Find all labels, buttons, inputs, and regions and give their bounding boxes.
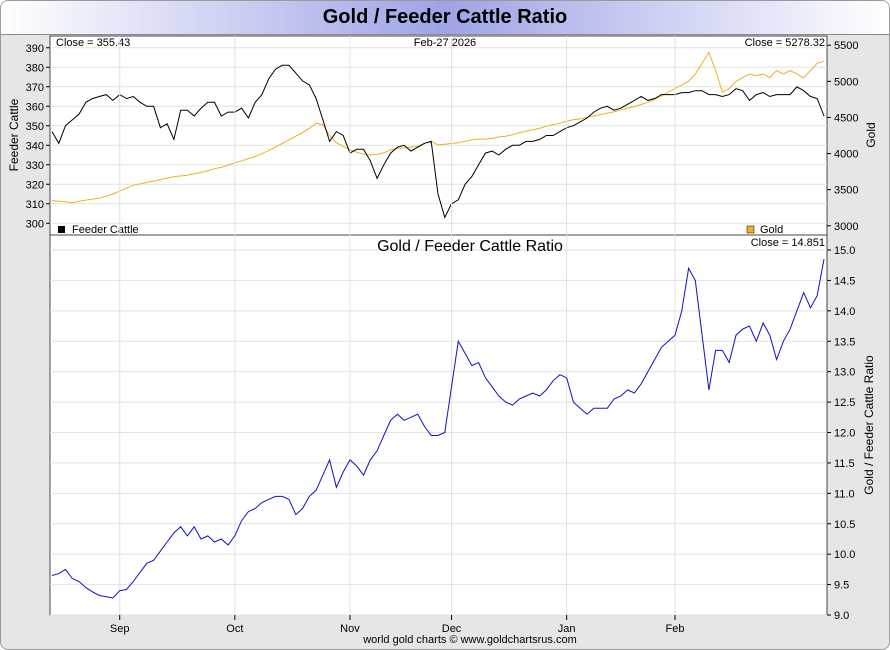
top-left-tick-label: 310	[26, 199, 44, 211]
bottom-right-tick-label: 14.5	[834, 275, 855, 287]
top-left-axis-title: Feeder Cattle	[7, 98, 21, 171]
top-left-tick-label: 300	[26, 218, 44, 230]
feeder-cattle-price-line	[51, 64, 825, 219]
top-left-tick-label: 340	[26, 140, 44, 152]
bottom-right-tick-label: 13.0	[834, 367, 855, 379]
legend-gold-label: Gold	[760, 224, 783, 236]
x-tick-label: Feb	[666, 623, 685, 635]
bottom-right-tick-label: 9.5	[834, 580, 849, 592]
top-right-tick-label: 5000	[834, 76, 858, 88]
top-close-right: Close = 5278.32	[745, 37, 825, 49]
bottom-plot-area	[49, 234, 828, 616]
top-right-axis-title: Gold	[864, 122, 878, 147]
top-close-left: Close = 355.43	[56, 37, 130, 49]
top-left-tick-label: 330	[26, 160, 44, 172]
ratio-line	[51, 259, 825, 599]
bottom-right-tick-label: 11.5	[834, 458, 855, 470]
top-left-tick-label: 370	[26, 82, 44, 94]
x-tick-label: Sep	[110, 623, 130, 635]
top-panel: 300 310 320 330 340 350 360 370 380 390 3000 3500 4…	[7, 35, 878, 236]
bottom-right-tick-label: 14.0	[834, 306, 855, 318]
top-plot-area	[49, 35, 828, 236]
x-tick-label: Jan	[558, 623, 576, 635]
x-tick-label: Nov	[340, 623, 360, 635]
top-left-tick-label: 320	[26, 179, 44, 191]
top-right-tick-label: 3000	[834, 221, 858, 233]
bottom-right-tick-label: 11.0	[834, 488, 855, 500]
bottom-right-tick-label: 12.5	[834, 397, 855, 409]
top-right-tick-label: 5500	[834, 40, 858, 52]
footer-credit: world gold charts © www.goldchartsrus.co…	[362, 634, 577, 646]
chart-title: Gold / Feeder Cattle Ratio	[322, 6, 568, 28]
top-date-label: Feb-27 2026	[414, 37, 476, 49]
top-right-axis-ticks: 3000 3500 4000 4500 5000 5500	[827, 40, 858, 233]
bottom-right-axis-ticks: 9.0 9.5 10.0 10.5 11.0 11.5 12.0 12.5 13.0 13.5 14…	[827, 245, 855, 622]
top-right-tick-label: 4000	[834, 149, 858, 161]
top-left-tick-label: 350	[26, 121, 44, 133]
top-left-tick-label: 380	[26, 62, 44, 74]
top-left-tick-label: 360	[26, 101, 44, 113]
legend-gold-swatch	[746, 225, 755, 234]
bottom-right-tick-label: 10.5	[834, 519, 855, 531]
top-left-axis-ticks: 300 310 320 330 340 350 360 370 380 390	[26, 43, 50, 230]
gold-price-line	[51, 51, 825, 204]
title-bar: Gold / Feeder Cattle Ratio	[1, 1, 889, 35]
bottom-right-axis-title: Gold / Feeder Cattle Ratio	[862, 355, 876, 495]
legend-cattle-label: Feeder Cattle	[72, 224, 139, 236]
top-right-tick-label: 4500	[834, 112, 858, 124]
x-tick-label: Oct	[226, 623, 243, 635]
bottom-right-tick-label: 12.0	[834, 428, 855, 440]
x-tick-label: Dec	[442, 623, 462, 635]
legend-cattle-swatch	[58, 226, 65, 233]
bottom-panel-title: Gold / Feeder Cattle Ratio	[377, 238, 563, 255]
top-right-tick-label: 3500	[834, 185, 858, 197]
bottom-right-tick-label: 10.0	[834, 549, 855, 561]
bottom-right-tick-label: 15.0	[834, 245, 855, 257]
bottom-right-tick-label: 9.0	[834, 610, 849, 622]
bottom-right-tick-label: 13.5	[834, 336, 855, 348]
bottom-gridlines	[50, 36, 827, 616]
top-left-tick-label: 390	[26, 43, 44, 55]
bottom-close-right: Close = 14.851	[751, 237, 825, 249]
x-axis-ticks: Sep Oct Nov Dec Jan Feb	[110, 615, 685, 635]
bottom-panel: 9.0 9.5 10.0 10.5 11.0 11.5 12.0 12.5 13.0 13.5 14…	[49, 36, 876, 635]
